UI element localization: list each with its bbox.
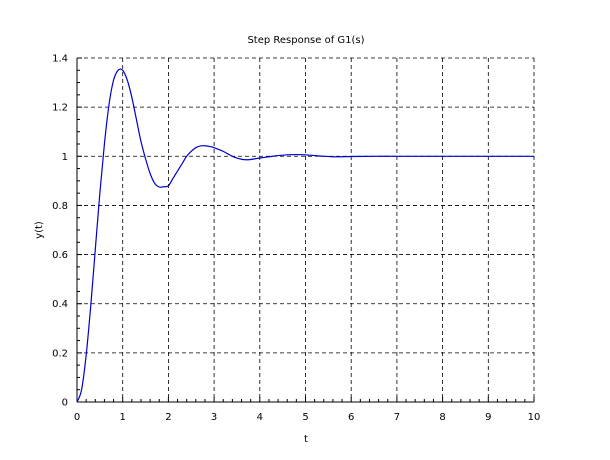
series-line-0 bbox=[76, 68, 534, 403]
x-tick-label-1: 1 bbox=[120, 412, 126, 423]
x-tick-label-4: 4 bbox=[257, 412, 263, 423]
x-tick-label-0: 0 bbox=[74, 412, 80, 423]
x-tick-label-5: 5 bbox=[302, 412, 308, 423]
x-tick-label-10: 10 bbox=[528, 412, 541, 423]
y-tick-label-6: 1.2 bbox=[52, 103, 68, 114]
y-tick-label-2: 0.4 bbox=[52, 299, 68, 310]
ticks-layer: 0 1 2 3 4 5 6 7 8 9 10 0 0.2 0.4 0.6 0.8 1 1.2 1.4 bbox=[52, 54, 540, 424]
y-tick-label-7: 1.4 bbox=[52, 54, 68, 65]
x-tick-label-3: 3 bbox=[211, 412, 217, 423]
y-tick-label-4: 0.8 bbox=[52, 201, 68, 212]
y-axis-label: y(t) bbox=[34, 221, 45, 239]
chart-title: Step Response of G1(s) bbox=[247, 35, 364, 46]
x-tick-label-7: 7 bbox=[394, 412, 400, 423]
x-tick-label-8: 8 bbox=[439, 412, 445, 423]
y-tick-label-1: 0.2 bbox=[52, 348, 68, 359]
x-tick-label-2: 2 bbox=[165, 412, 171, 423]
x-axis-label: t bbox=[304, 434, 308, 445]
x-tick-label-9: 9 bbox=[485, 412, 491, 423]
y-tick-label-3: 0.6 bbox=[52, 250, 68, 261]
series-layer bbox=[76, 68, 534, 403]
grid-layer bbox=[77, 57, 535, 402]
y-tick-label-5: 1 bbox=[62, 152, 68, 163]
y-tick-label-0: 0 bbox=[62, 398, 68, 409]
x-tick-label-6: 6 bbox=[348, 412, 354, 423]
